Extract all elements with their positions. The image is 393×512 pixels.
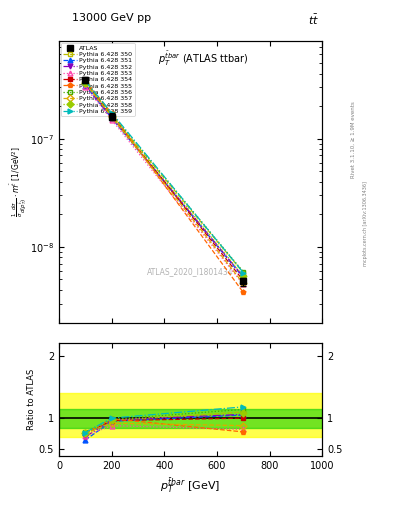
Legend: ATLAS, Pythia 6.428 350, Pythia 6.428 351, Pythia 6.428 352, Pythia 6.428 353, P: ATLAS, Pythia 6.428 350, Pythia 6.428 35… <box>61 43 134 116</box>
Text: $t\bar{t}$: $t\bar{t}$ <box>308 13 319 27</box>
Text: 13000 GeV pp: 13000 GeV pp <box>72 13 151 23</box>
Y-axis label: Ratio to ATLAS: Ratio to ATLAS <box>27 369 36 430</box>
Bar <box>59 409 322 428</box>
Text: mcplots.cern.ch [arXiv:1306.3436]: mcplots.cern.ch [arXiv:1306.3436] <box>363 182 368 266</box>
Text: Rivet 3.1.10, ≥ 1.9M events: Rivet 3.1.10, ≥ 1.9M events <box>351 101 356 178</box>
Text: $p_T^{\bar{t}bar}$ (ATLAS ttbar): $p_T^{\bar{t}bar}$ (ATLAS ttbar) <box>158 50 249 68</box>
Y-axis label: $\frac{1}{\sigma}\frac{d\sigma}{d(p^{\bar{t}}_{T})}\cdot m^{\bar{t}}$ $[1/\mathr: $\frac{1}{\sigma}\frac{d\sigma}{d(p^{\ba… <box>7 146 29 217</box>
Bar <box>59 393 322 437</box>
X-axis label: $p^{\bar{t}bar}_{T}$ [GeV]: $p^{\bar{t}bar}_{T}$ [GeV] <box>160 476 221 495</box>
Text: ATLAS_2020_I1801434: ATLAS_2020_I1801434 <box>147 267 234 276</box>
